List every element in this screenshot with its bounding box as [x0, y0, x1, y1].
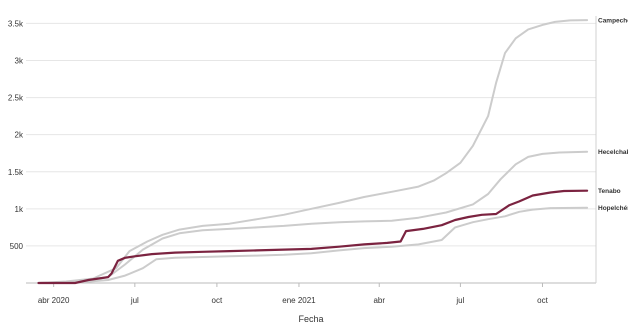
y-tick-label: 2.5k: [8, 94, 24, 103]
series-label-hecelchak: Hecelchak: [598, 149, 628, 156]
x-tick-label: oct: [212, 296, 223, 305]
axes: [26, 16, 597, 284]
series-label-campeche: Campeche: [598, 18, 628, 25]
series-label-hopelchen: Hopelchén: [598, 205, 628, 212]
x-axis-ticks: abr 2020 jul oct ene 2021 abr jul oct: [38, 283, 549, 305]
series-line-hopelchen: [37, 206, 589, 284]
x-tick-label: ene 2021: [282, 296, 316, 305]
gridlines: [26, 22, 596, 247]
y-tick-label: 2k: [15, 131, 24, 140]
y-axis-ticks: 500 1k 1.5k 2k 2.5k 3k 3.5k: [8, 19, 24, 251]
x-tick-label: jul: [455, 296, 464, 305]
x-tick-label: abr 2020: [38, 296, 70, 305]
y-tick-label: 500: [10, 242, 24, 251]
series-label-tenabo: Tenabo: [598, 188, 621, 195]
x-tick-label: jul: [130, 296, 139, 305]
x-tick-label: abr: [373, 296, 385, 305]
y-tick-label: 1.5k: [8, 168, 24, 177]
y-tick-label: 3k: [15, 57, 24, 66]
series-line-campeche: [37, 19, 589, 284]
y-tick-label: 3.5k: [8, 19, 24, 28]
series-lines: [37, 19, 589, 285]
series-labels: Campeche Hecelchak Hopelchén Tenabo: [598, 18, 628, 213]
series-line-tenabo: [37, 189, 589, 285]
x-tick-label: oct: [537, 296, 548, 305]
x-axis-title: Fecha: [298, 314, 323, 324]
series-line-hecelchak: [37, 150, 589, 284]
y-tick-label: 1k: [15, 205, 24, 214]
